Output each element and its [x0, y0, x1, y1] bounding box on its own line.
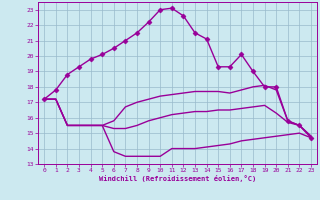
X-axis label: Windchill (Refroidissement éolien,°C): Windchill (Refroidissement éolien,°C) [99, 175, 256, 182]
